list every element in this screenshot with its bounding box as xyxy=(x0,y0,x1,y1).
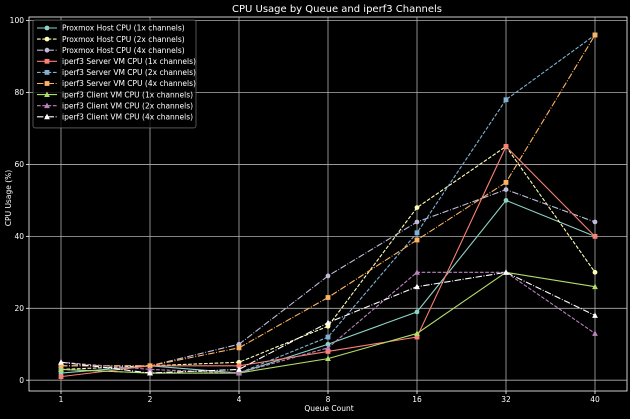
data-point xyxy=(414,269,420,275)
data-point xyxy=(414,334,420,340)
data-point xyxy=(325,295,331,300)
data-point xyxy=(147,363,153,369)
legend-marker xyxy=(44,70,50,75)
data-point xyxy=(414,219,420,225)
data-point xyxy=(236,366,242,372)
series-9 xyxy=(58,269,598,376)
data-point xyxy=(58,359,64,365)
data-point xyxy=(414,230,420,236)
legend-item: Proxmox Host CPU (2x channels) xyxy=(37,35,185,44)
data-point xyxy=(325,341,331,347)
y-tick-label: 80 xyxy=(14,88,24,97)
y-tick-label: 60 xyxy=(14,160,24,169)
data-point xyxy=(503,187,509,193)
data-point xyxy=(503,144,509,149)
data-point xyxy=(503,97,509,103)
data-point xyxy=(592,233,598,239)
data-point xyxy=(236,363,242,369)
legend-marker xyxy=(44,58,50,64)
axis-ticks: 1 2 4 8 16 32 40 0 20 40 60 80 100 xyxy=(10,16,600,404)
legend-label: Proxmox Host CPU (2x channels) xyxy=(62,35,185,44)
series-lines xyxy=(58,32,598,380)
data-point xyxy=(503,180,509,185)
data-point xyxy=(592,330,598,336)
legend-marker xyxy=(44,91,50,97)
data-point xyxy=(325,344,331,351)
data-point xyxy=(503,198,509,203)
data-point xyxy=(414,309,420,315)
data-point xyxy=(325,319,331,326)
x-tick-label: 40 xyxy=(590,395,600,404)
data-point xyxy=(58,374,64,380)
data-point xyxy=(58,366,64,372)
legend-label: Proxmox Host CPU (4x channels) xyxy=(62,46,185,55)
x-tick-label: 4 xyxy=(237,395,242,404)
y-tick-label: 0 xyxy=(19,376,24,385)
data-point xyxy=(325,273,331,279)
legend-marker xyxy=(44,47,50,53)
x-tick-label: 8 xyxy=(326,395,331,404)
data-point xyxy=(325,349,331,354)
y-tick-label: 100 xyxy=(10,16,25,25)
data-point xyxy=(414,283,420,290)
data-point xyxy=(414,330,420,336)
y-tick-label: 40 xyxy=(14,232,24,241)
x-axis-label: Queue Count xyxy=(304,404,353,413)
legend-label: iperf3 Server VM CPU (1x channels) xyxy=(62,57,196,66)
legend-item: Proxmox Host CPU (4x channels) xyxy=(37,46,185,55)
data-point xyxy=(592,283,598,290)
legend-label: iperf3 Client VM CPU (2x channels) xyxy=(62,101,193,110)
data-point xyxy=(147,369,153,376)
legend-item: iperf3 Server VM CPU (2x channels) xyxy=(37,68,196,77)
legend-frame xyxy=(32,19,197,129)
series-6 xyxy=(58,32,598,369)
legend-item: iperf3 Server VM CPU (4x channels) xyxy=(37,79,196,88)
legend-marker xyxy=(44,25,50,31)
legend-label: iperf3 Server VM CPU (4x channels) xyxy=(62,79,196,88)
legend-item: iperf3 Client VM CPU (1x channels) xyxy=(37,90,193,99)
legend-label: iperf3 Server VM CPU (2x channels) xyxy=(62,68,196,77)
legend-label: Proxmox Host CPU (1x channels) xyxy=(62,24,185,33)
x-tick-label: 1 xyxy=(59,395,64,404)
data-point xyxy=(592,269,598,275)
legend-item: iperf3 Client VM CPU (2x channels) xyxy=(37,101,193,110)
x-tick-label: 32 xyxy=(501,395,511,404)
data-point xyxy=(592,312,598,318)
data-point xyxy=(414,237,420,243)
data-point xyxy=(325,355,331,362)
legend-marker xyxy=(44,113,50,120)
data-point xyxy=(236,345,242,351)
y-tick-label: 20 xyxy=(14,304,24,313)
chart-title: CPU Usage by Queue and iperf3 Channels xyxy=(232,4,442,15)
y-axis-label: CPU Usage (%) xyxy=(4,170,13,226)
legend: Proxmox Host CPU (1x channels) Proxmox Ho… xyxy=(32,19,197,129)
data-point xyxy=(503,269,509,275)
data-point xyxy=(236,369,242,376)
data-point xyxy=(58,363,64,369)
legend-item: iperf3 Server VM CPU (1x channels) xyxy=(37,57,196,66)
data-point xyxy=(592,219,598,225)
legend-label: iperf3 Client VM CPU (4x channels) xyxy=(62,113,193,122)
legend-item: iperf3 Client VM CPU (4x channels) xyxy=(37,113,193,122)
data-point xyxy=(325,334,331,340)
legend-marker xyxy=(44,81,50,86)
legend-marker xyxy=(44,36,50,42)
legend-label: iperf3 Client VM CPU (1x channels) xyxy=(62,90,193,99)
x-tick-label: 16 xyxy=(412,395,422,404)
data-point xyxy=(414,205,420,210)
legend-marker xyxy=(44,102,50,109)
data-point xyxy=(592,32,598,38)
data-point xyxy=(147,366,153,372)
legend-item: Proxmox Host CPU (1x channels) xyxy=(37,24,185,33)
x-tick-label: 2 xyxy=(148,395,153,404)
